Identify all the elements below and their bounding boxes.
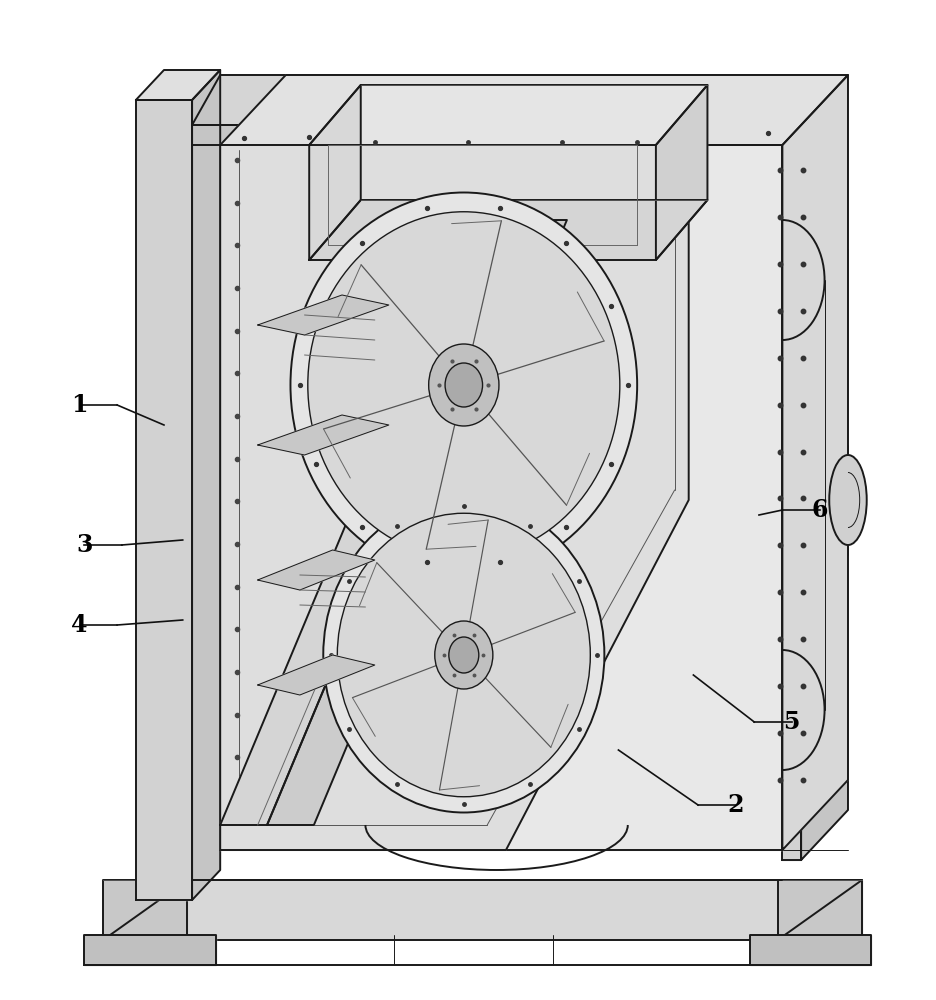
Text: 4: 4 bbox=[71, 613, 88, 637]
Polygon shape bbox=[309, 85, 707, 145]
Ellipse shape bbox=[448, 637, 478, 673]
Polygon shape bbox=[309, 200, 707, 260]
Ellipse shape bbox=[445, 363, 482, 407]
Text: 2: 2 bbox=[726, 793, 743, 817]
Polygon shape bbox=[782, 250, 847, 300]
Polygon shape bbox=[782, 75, 847, 850]
Polygon shape bbox=[800, 250, 847, 860]
Polygon shape bbox=[192, 125, 782, 145]
Polygon shape bbox=[103, 880, 861, 940]
Polygon shape bbox=[136, 70, 220, 100]
Polygon shape bbox=[136, 100, 192, 900]
Text: 1: 1 bbox=[71, 393, 88, 417]
Text: 5: 5 bbox=[782, 710, 799, 734]
Polygon shape bbox=[84, 935, 215, 965]
Polygon shape bbox=[103, 880, 187, 940]
Ellipse shape bbox=[428, 344, 498, 426]
Polygon shape bbox=[192, 75, 828, 125]
Text: 6: 6 bbox=[811, 498, 827, 522]
Ellipse shape bbox=[434, 621, 492, 689]
Polygon shape bbox=[220, 75, 847, 145]
Polygon shape bbox=[777, 880, 861, 940]
Polygon shape bbox=[257, 415, 388, 455]
Polygon shape bbox=[309, 85, 360, 260]
Polygon shape bbox=[220, 145, 782, 850]
Polygon shape bbox=[257, 550, 374, 590]
Ellipse shape bbox=[290, 192, 636, 578]
Polygon shape bbox=[220, 220, 519, 825]
Polygon shape bbox=[782, 300, 800, 860]
Polygon shape bbox=[257, 655, 374, 695]
Polygon shape bbox=[267, 220, 566, 825]
Polygon shape bbox=[220, 145, 688, 850]
Ellipse shape bbox=[828, 455, 866, 545]
Polygon shape bbox=[192, 70, 220, 900]
Polygon shape bbox=[257, 295, 388, 335]
Ellipse shape bbox=[337, 513, 590, 797]
Ellipse shape bbox=[307, 212, 620, 558]
Polygon shape bbox=[749, 935, 870, 965]
Polygon shape bbox=[655, 85, 707, 260]
Ellipse shape bbox=[323, 497, 604, 812]
Text: 3: 3 bbox=[76, 533, 93, 557]
